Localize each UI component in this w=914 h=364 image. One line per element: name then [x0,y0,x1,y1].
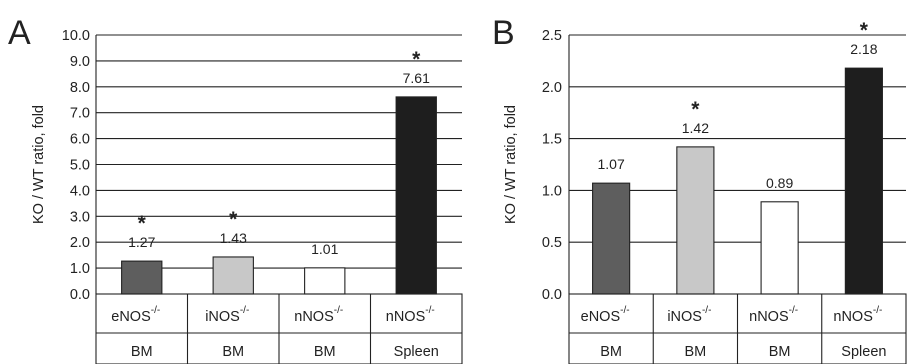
b-category-gene: nNOS [749,309,789,325]
a-bar [395,96,437,295]
b-value-label: 1.07 [598,156,625,172]
a-ytick-label: 1.0 [70,261,90,277]
b-category-genotype-sup: -/- [789,305,798,316]
b-category-tissue-label: BM [600,344,622,360]
a-category-gene-label: nNOS-/- [294,305,343,325]
a-ytick-label: 7.0 [70,106,90,122]
a-ytick-label: 3.0 [70,209,90,225]
b-category-tissue-label: Spleen [841,344,886,360]
b-category-gene-label: iNOS-/- [667,305,711,325]
a-category-genotype-sup: -/- [334,305,343,316]
b-bar [592,182,631,295]
a-value-label: 1.43 [220,230,247,246]
a-category-tissue-label: Spleen [394,344,439,360]
a-ytick-label: 9.0 [70,54,90,70]
a-category-gene: nNOS [294,309,334,325]
b-ytick-label: 1.5 [542,132,562,148]
b-ytick-label: 1.0 [542,183,562,199]
a-value-label: 7.61 [403,70,430,86]
a-bar [121,260,163,295]
a-ytick-label: 8.0 [70,80,90,96]
a-value-label: 1.27 [128,234,155,250]
b-value-label: 2.18 [850,41,877,57]
a-category-gene: nNOS [386,309,426,325]
b-category-genotype-sup: -/- [873,305,882,316]
a-ytick-label: 0.0 [70,287,90,303]
panel-b-letter: B [492,14,515,52]
b-category-tissue-label: BM [685,344,707,360]
b-category-gene: eNOS [581,309,621,325]
b-ylabel: KO / WT ratio, fold [503,105,519,224]
a-category-gene-label: nNOS-/- [386,305,435,325]
b-category-genotype-sup: -/- [620,305,629,316]
b-category-gene-label: eNOS-/- [581,305,630,325]
b-category-gene-label: nNOS-/- [833,305,882,325]
b-value-label: 0.89 [766,175,793,191]
a-significance-star: * [412,48,421,71]
b-bar [676,146,715,295]
b-value-label: 1.42 [682,120,709,136]
a-ylabel: KO / WT ratio, fold [31,105,47,224]
b-ytick-label: 0.5 [542,235,562,251]
a-ytick-label: 5.0 [70,158,90,174]
a-bar [304,267,346,295]
a-ytick-label: 2.0 [70,235,90,251]
a-category-genotype-sup: -/- [425,305,434,316]
a-significance-star: * [229,208,238,231]
b-ytick-label: 2.5 [542,28,562,44]
b-ytick-label: 0.0 [542,287,562,303]
a-category-gene-label: eNOS-/- [111,305,160,325]
b-category-tissue-label: BM [769,344,791,360]
a-category-genotype-sup: -/- [240,305,249,316]
b-category-gene: iNOS [667,309,702,325]
a-ytick-label: 4.0 [70,183,90,199]
b-significance-star: * [691,98,700,121]
a-category-tissue-label: BM [314,344,336,360]
a-category-tissue-label: BM [222,344,244,360]
b-bar [760,201,799,295]
b-category-genotype-sup: -/- [702,305,711,316]
a-category-gene: eNOS [111,309,151,325]
b-bar [844,67,883,295]
b-ytick-label: 2.0 [542,80,562,96]
a-category-gene-label: iNOS-/- [205,305,249,325]
a-value-label: 1.01 [311,241,338,257]
a-significance-star: * [138,212,147,235]
a-ytick-label: 6.0 [70,132,90,148]
a-ytick-label: 10.0 [62,28,90,44]
b-significance-star: * [860,19,869,42]
a-category-genotype-sup: -/- [151,305,160,316]
b-category-gene-label: nNOS-/- [749,305,798,325]
a-category-gene: iNOS [205,309,240,325]
panel-a-letter: A [8,14,31,52]
panel-a-chart: A 0.0 1.0 2.0 3.0 4.0 5.0 6.0 7.0 8.0 9.0 10.0 KO /… [8,14,463,364]
b-category-gene: nNOS [833,309,873,325]
a-bar [212,256,254,295]
a-category-tissue-label: BM [131,344,153,360]
panel-b-chart: B 0.0 0.5 1.0 1.5 2.0 2.5 KO / WT ratio, fold 1… [492,14,907,364]
